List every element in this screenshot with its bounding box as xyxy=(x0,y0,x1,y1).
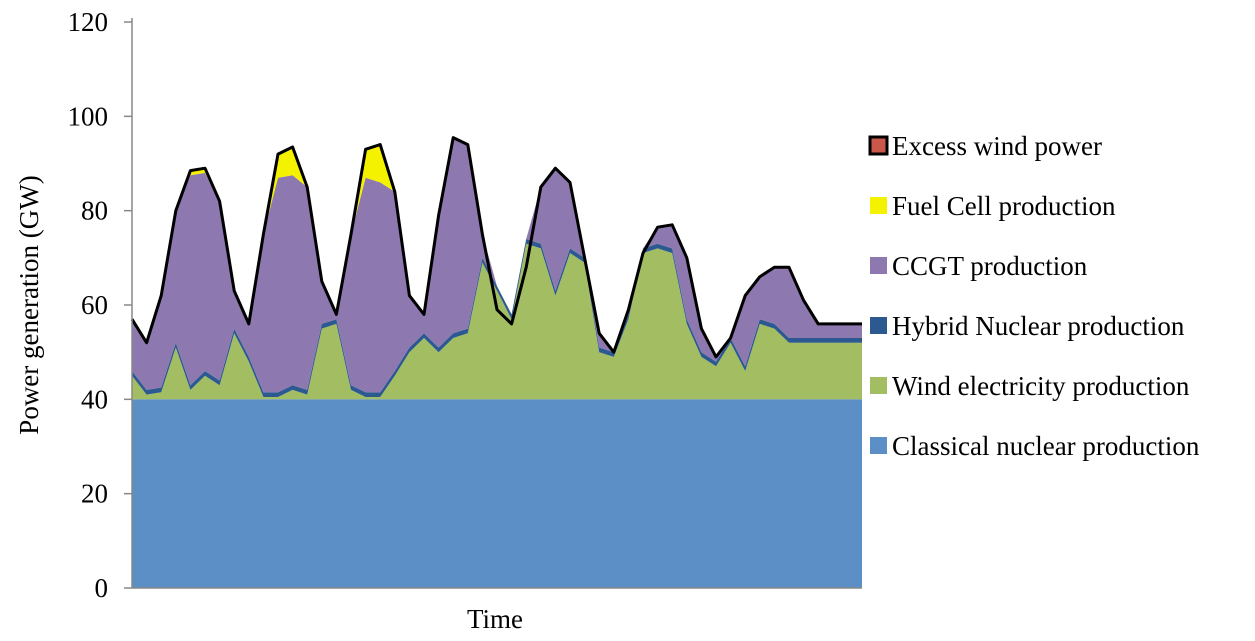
area-classical-nuclear-production xyxy=(132,399,862,588)
legend-label-classical-nuclear-production: Classical nuclear production xyxy=(892,431,1200,461)
area-wind-electricity-production xyxy=(132,243,862,400)
legend: Excess wind power Fuel Cell production CCG… xyxy=(868,131,1200,461)
y-axis-title: Power generation (GW) xyxy=(14,175,44,434)
area-hybrid-nuclear-production xyxy=(132,239,862,397)
axes-group: 0 20 40 60 80 100 120 xyxy=(68,7,862,603)
legend-label-ccgt-production: CCGT production xyxy=(892,251,1088,281)
area-series-group xyxy=(130,136,862,588)
y-tick-label: 120 xyxy=(68,7,109,37)
legend-label-fuel-cell-production: Fuel Cell production xyxy=(892,191,1116,221)
y-tick-label: 80 xyxy=(81,196,108,226)
legend-label-wind-electricity-production: Wind electricity production xyxy=(892,371,1190,401)
area-ccgt-production xyxy=(132,137,862,393)
total-demand-line xyxy=(130,136,862,359)
y-tick-label: 20 xyxy=(81,479,108,509)
legend-swatch-classical-nuclear-production xyxy=(870,437,887,454)
legend-swatch-excess-wind-power xyxy=(868,135,889,156)
legend-label-hybrid-nuclear-production: Hybrid Nuclear production xyxy=(892,311,1185,341)
legend-label-excess-wind-power: Excess wind power xyxy=(892,131,1102,161)
y-tick-label: 40 xyxy=(81,384,108,414)
legend-swatch-wind-electricity-production xyxy=(870,377,887,394)
x-axis-title: Time xyxy=(467,604,523,634)
legend-swatch-fuel-cell-production xyxy=(870,197,887,214)
legend-swatch-ccgt-production xyxy=(870,257,887,274)
y-tick-label: 0 xyxy=(95,573,109,603)
y-tick-label: 60 xyxy=(81,290,108,320)
legend-swatch-hybrid-nuclear-production xyxy=(870,317,887,334)
y-tick-label: 100 xyxy=(68,101,109,131)
